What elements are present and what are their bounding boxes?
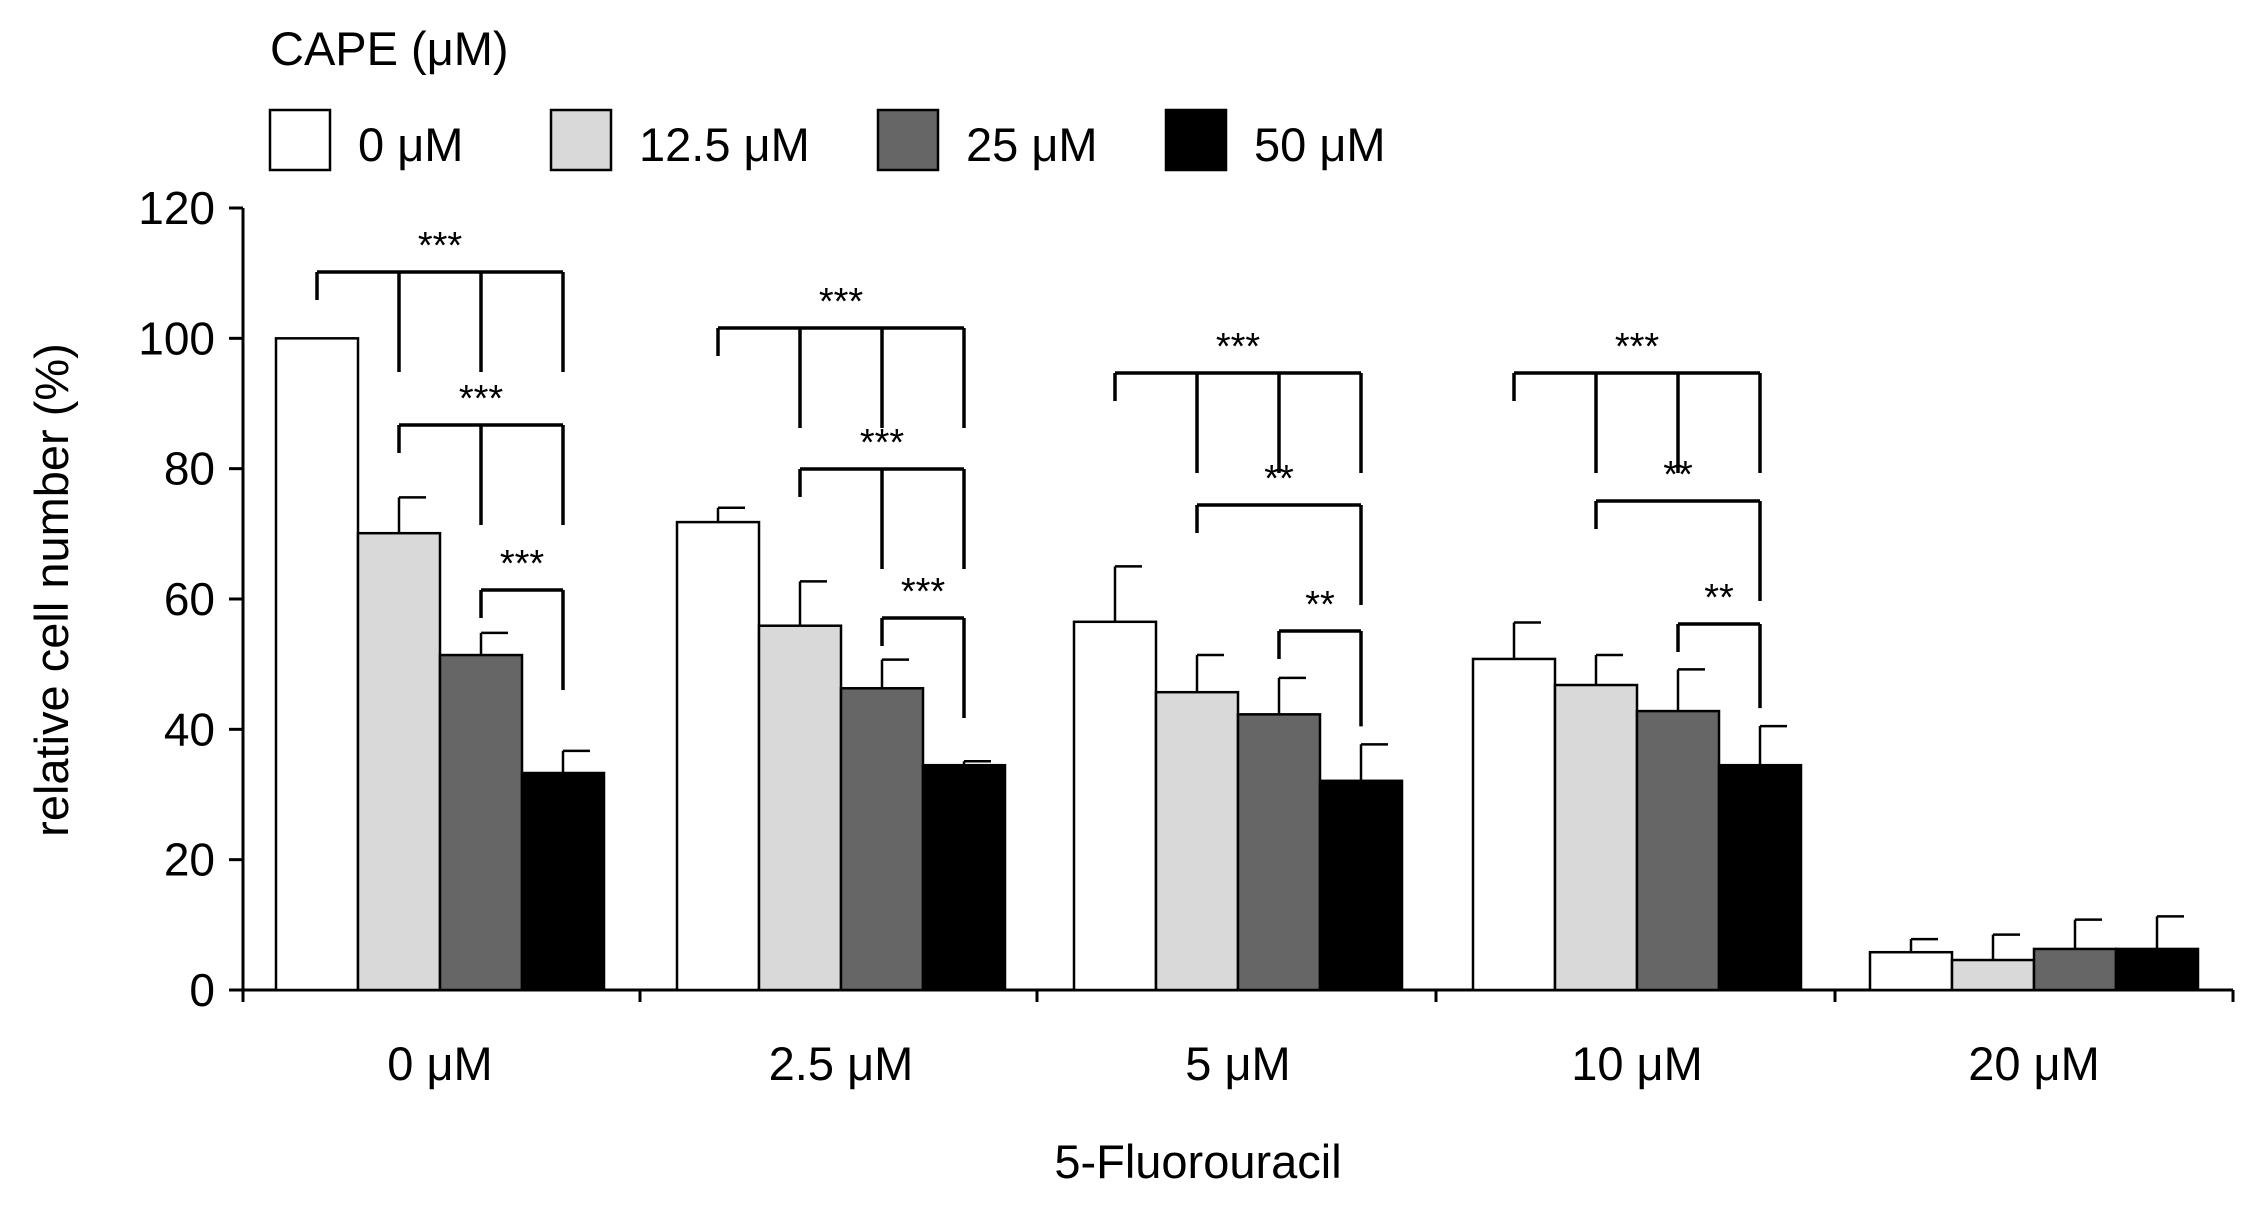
significance-bracket: ** [1195,458,1363,605]
significance-bracket: ** [1676,577,1762,709]
y-tick-label: 0 [189,964,215,1016]
bar [356,531,442,992]
significance-label: ** [1704,577,1734,619]
legend-label: 12.5 μM [639,118,810,171]
bar [1154,690,1240,992]
significance-brackets: ******************************** [315,225,1762,727]
y-tick-label: 100 [138,312,215,364]
bar [1318,779,1404,992]
x-category-label: 20 μM [1968,1037,2100,1090]
y-tick-label: 80 [164,443,215,495]
significance-bracket: *** [798,422,966,569]
x-axis: 0 μM 2.5 μM 5 μM 10 μM 20 μM [241,988,2235,1090]
significance-label: *** [819,281,864,323]
x-category-label: 5 μM [1185,1037,1290,1090]
significance-label: ** [1305,584,1335,626]
legend-item: 25 μM [876,108,1098,172]
bar [839,687,925,992]
bar [1950,958,2036,992]
error-bars-group [397,496,2184,961]
y-tick-label: 40 [164,703,215,755]
bars-group [274,337,2200,992]
significance-label: *** [418,225,463,267]
legend: CAPE (μM) 0 μM 12.5 μM 25 μM 50 μM [268,22,1386,172]
significance-bracket: *** [880,571,966,718]
significance-label: *** [459,378,504,420]
legend-label: 0 μM [358,118,463,171]
y-axis: 0 20 40 60 80 100 120 [138,182,245,1016]
bar [1471,657,1557,992]
legend-title: CAPE (μM) [270,22,509,75]
significance-bracket: ** [1594,454,1762,601]
y-axis-label: relative cell number (%) [25,343,78,837]
significance-label: ** [1663,454,1693,496]
significance-label: *** [860,422,905,464]
significance-label: *** [1216,326,1261,368]
significance-label: *** [1615,326,1660,368]
legend-item: 12.5 μM [549,108,810,172]
significance-bracket: *** [1512,326,1762,473]
legend-item: 50 μM [1164,108,1386,172]
x-category-label: 2.5 μM [769,1037,914,1090]
x-axis-label: 5-Fluorouracil [1054,1135,1341,1188]
bar [520,771,606,992]
legend-swatch [1164,108,1228,172]
bar [675,520,761,992]
significance-bracket: *** [1113,326,1363,473]
y-tick-label: 60 [164,573,215,625]
significance-bracket: *** [397,378,565,525]
legend-swatch [268,108,332,172]
legend-label: 50 μM [1254,118,1386,171]
bar [1868,950,1954,992]
bar [274,337,360,992]
x-category-label: 0 μM [387,1037,492,1090]
significance-label: *** [500,543,545,585]
bar [757,624,843,992]
legend-swatch [549,108,613,172]
significance-label: ** [1264,458,1294,500]
bar [921,763,1007,992]
y-tick-label: 20 [164,834,215,886]
legend-label: 25 μM [966,118,1098,171]
legend-item: 0 μM [268,108,463,172]
bar [1717,763,1803,992]
significance-bracket: ** [1277,584,1363,727]
significance-label: *** [901,571,946,613]
x-category-label: 10 μM [1571,1037,1703,1090]
significance-bracket: *** [716,281,966,428]
significance-bracket: *** [479,543,565,690]
y-tick-label: 120 [138,182,215,234]
bar [1236,713,1322,992]
bar [438,653,524,992]
bar [2114,947,2200,992]
legend-swatch [876,108,940,172]
bar [1072,620,1158,992]
bar [1635,709,1721,992]
bar [1553,683,1639,992]
significance-bracket: *** [315,225,565,372]
bar [2032,947,2118,992]
